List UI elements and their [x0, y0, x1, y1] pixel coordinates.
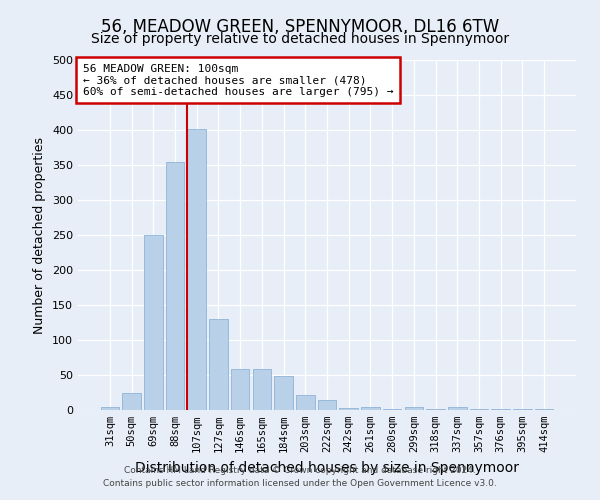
- Bar: [535, 408, 553, 410]
- Bar: [166, 162, 184, 410]
- Bar: [491, 408, 510, 410]
- Bar: [274, 376, 293, 410]
- Bar: [231, 370, 250, 410]
- Bar: [318, 400, 336, 410]
- Text: Size of property relative to detached houses in Spennymoor: Size of property relative to detached ho…: [91, 32, 509, 46]
- Bar: [187, 128, 206, 410]
- Bar: [296, 394, 314, 410]
- Y-axis label: Number of detached properties: Number of detached properties: [34, 136, 46, 334]
- Bar: [513, 408, 532, 410]
- Bar: [253, 370, 271, 410]
- Bar: [448, 406, 467, 410]
- Bar: [427, 408, 445, 410]
- Bar: [101, 406, 119, 410]
- Bar: [383, 408, 401, 410]
- X-axis label: Distribution of detached houses by size in Spennymoor: Distribution of detached houses by size …: [135, 460, 519, 474]
- Bar: [144, 235, 163, 410]
- Bar: [340, 408, 358, 410]
- Bar: [361, 406, 380, 410]
- Bar: [209, 319, 227, 410]
- Text: 56 MEADOW GREEN: 100sqm
← 36% of detached houses are smaller (478)
60% of semi-d: 56 MEADOW GREEN: 100sqm ← 36% of detache…: [83, 64, 394, 96]
- Bar: [404, 406, 423, 410]
- Text: Contains HM Land Registry data © Crown copyright and database right 2024.
Contai: Contains HM Land Registry data © Crown c…: [103, 466, 497, 487]
- Bar: [122, 392, 141, 410]
- Text: 56, MEADOW GREEN, SPENNYMOOR, DL16 6TW: 56, MEADOW GREEN, SPENNYMOOR, DL16 6TW: [101, 18, 499, 36]
